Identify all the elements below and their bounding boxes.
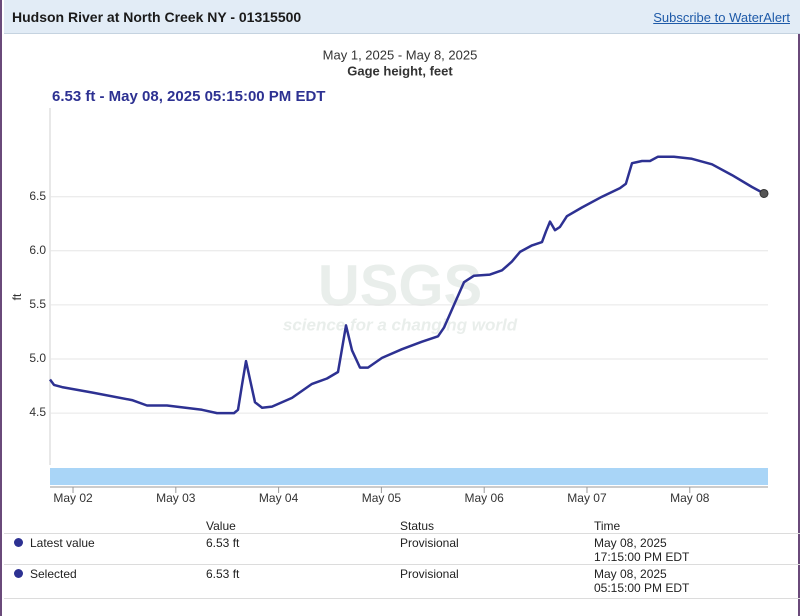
chart: May 1, 2025 - May 8, 2025 Gage height, f… bbox=[10, 47, 769, 505]
row-divider bbox=[4, 598, 800, 599]
navigator-bar[interactable] bbox=[50, 468, 768, 485]
y-tick-label: 5.0 bbox=[29, 351, 46, 365]
legend-dot bbox=[14, 569, 23, 578]
row-label: Latest value bbox=[30, 536, 95, 550]
row-divider bbox=[4, 564, 800, 565]
y-axis-label: ft bbox=[10, 293, 24, 300]
wateralert-link[interactable]: Subscribe to WaterAlert bbox=[653, 10, 790, 25]
col-header: Value bbox=[206, 519, 236, 533]
x-tick-label: May 07 bbox=[567, 491, 607, 505]
x-tick-label: May 03 bbox=[156, 491, 196, 505]
row-divider bbox=[4, 533, 800, 534]
y-tick-label: 4.5 bbox=[29, 405, 46, 419]
watermark-tagline: science for a changing world bbox=[283, 315, 518, 334]
row-time: May 08, 2025 05:15:00 PM EDT bbox=[594, 567, 690, 595]
header-bar: Hudson River at North Creek NY - 0131550… bbox=[4, 0, 800, 34]
selected-point bbox=[759, 188, 769, 198]
watermark-logo: USGS bbox=[318, 253, 482, 318]
x-tick-label: May 04 bbox=[259, 491, 299, 505]
legend-dot bbox=[14, 538, 23, 547]
chart-title: May 1, 2025 - May 8, 2025 bbox=[323, 47, 478, 62]
row-time: May 08, 2025 17:15:00 PM EDT bbox=[594, 536, 690, 564]
x-tick-label: May 06 bbox=[465, 491, 505, 505]
selected-point-label: 6.53 ft - May 08, 2025 05:15:00 PM EDT bbox=[52, 88, 325, 105]
x-tick-label: May 05 bbox=[362, 491, 402, 505]
site-title: Hudson River at North Creek NY - 0131550… bbox=[12, 9, 302, 25]
chart-subtitle: Gage height, feet bbox=[347, 63, 453, 78]
series-line bbox=[48, 155, 765, 415]
y-tick-label: 6.5 bbox=[29, 189, 46, 203]
x-tick-label: May 08 bbox=[670, 491, 710, 505]
x-tick-label: May 02 bbox=[53, 491, 93, 505]
y-tick-label: 6.0 bbox=[29, 243, 46, 257]
row-value: 6.53 ft bbox=[206, 536, 240, 550]
row-status: Provisional bbox=[400, 567, 459, 581]
col-header: Status bbox=[400, 519, 435, 533]
y-tick-label: 5.5 bbox=[29, 297, 46, 311]
row-status: Provisional bbox=[400, 536, 459, 550]
row-label: Selected bbox=[30, 567, 77, 581]
col-header: Time bbox=[594, 519, 621, 533]
row-value: 6.53 ft bbox=[206, 567, 240, 581]
